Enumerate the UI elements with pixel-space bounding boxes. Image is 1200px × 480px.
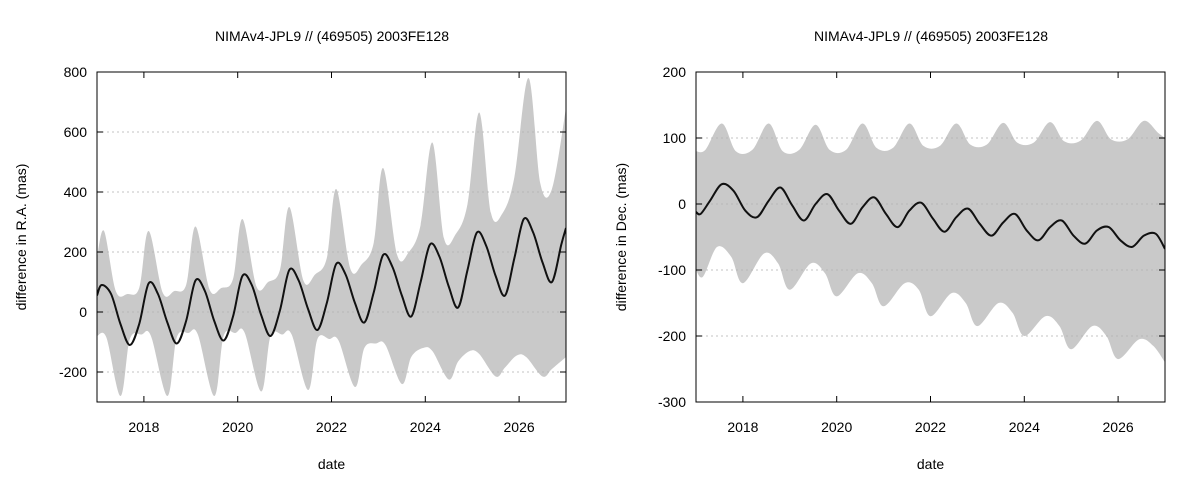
y-tick-label: 100: [663, 130, 687, 146]
uncertainty-band: [97, 77, 566, 397]
x-tick-label: 2026: [504, 419, 535, 435]
chart-panel-2: -300 -200 -100 0 100 200 2018 2020 2022 2024 2026 N…: [613, 28, 1166, 472]
y-tick-label: 600: [64, 124, 88, 140]
x-tick-label: 2020: [222, 419, 253, 435]
x-tick-label: 2026: [1103, 419, 1134, 435]
y-tick-label: -200: [658, 328, 686, 344]
y-tick-label: -200: [59, 364, 87, 380]
chart-title: NIMAv4-JPL9 // (469505) 2003FE128: [215, 28, 449, 44]
chart-panel-1: -200 0 200 400 600 800 2018 2020 2022 2024 2026 NIM…: [13, 28, 567, 472]
y-tick-label: 400: [64, 184, 88, 200]
y-tick-label: 0: [79, 304, 87, 320]
difference-curve: [97, 217, 566, 347]
x-tick-label: 2018: [128, 419, 159, 435]
y-tick-label: 200: [64, 244, 88, 260]
x-tick-label: 2024: [410, 419, 441, 435]
x-axis-label: date: [917, 456, 944, 472]
x-tick-label: 2020: [821, 419, 852, 435]
y-tick-label: -300: [658, 394, 686, 410]
x-tick-label: 2018: [727, 419, 758, 435]
uncertainty-band: [696, 120, 1165, 363]
chart-title: NIMAv4-JPL9 // (469505) 2003FE128: [814, 28, 1048, 44]
x-tick-label: 2022: [316, 419, 347, 435]
y-tick-label: 200: [663, 64, 687, 80]
difference-curve: [696, 182, 1165, 250]
y-axis-label: difference in Dec. (mas): [613, 163, 629, 311]
y-tick-label: 800: [64, 64, 88, 80]
x-axis-label: date: [318, 456, 345, 472]
y-tick-label: 0: [678, 196, 686, 212]
x-tick-label: 2024: [1009, 419, 1040, 435]
x-tick-label: 2022: [915, 419, 946, 435]
y-tick-label: -100: [658, 262, 686, 278]
y-axis-label: difference in R.A. (mas): [13, 164, 29, 311]
